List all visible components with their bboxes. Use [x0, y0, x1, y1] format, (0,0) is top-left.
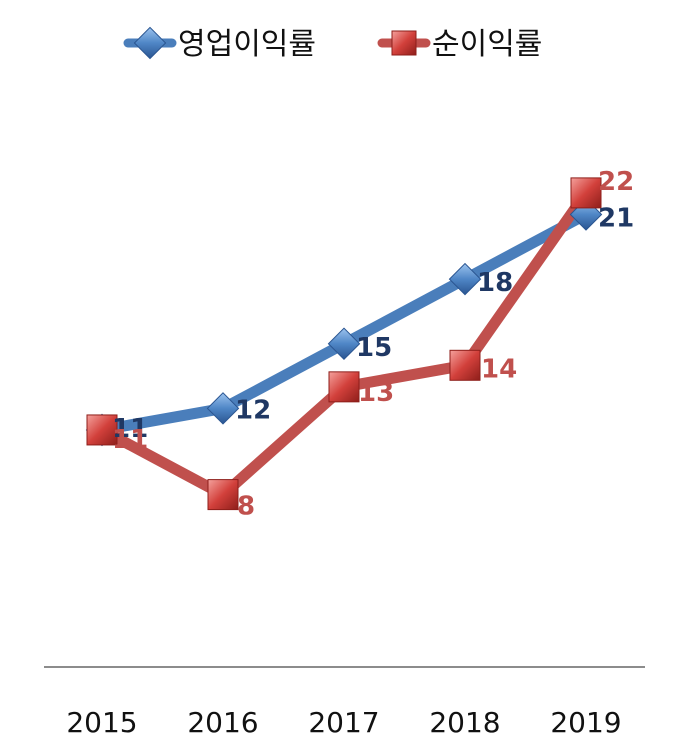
legend-item-operating-margin: 영업이익률: [123, 26, 316, 62]
x-tick-label: 2015: [66, 706, 137, 739]
data-label-net-margin: 13: [358, 378, 394, 408]
marker-net-margin: [207, 479, 239, 511]
data-label-operating-margin: 12: [235, 395, 271, 425]
data-label-operating-margin: 11: [112, 414, 148, 444]
data-label-net-margin: 14: [481, 354, 517, 384]
data-label-net-margin: 8: [237, 492, 255, 522]
x-tick-label: 2018: [429, 706, 500, 739]
legend: 영업이익률 순이익률: [123, 26, 542, 62]
data-label-net-margin: 11: [112, 425, 148, 455]
x-axis-ticks: 2015 2016 2017 2018 2019: [66, 706, 621, 739]
marker-operating-margin: [327, 327, 361, 361]
series-markers: [85, 177, 603, 511]
legend-label-net-margin: 순이익률: [432, 27, 542, 62]
marker-net-margin: [86, 414, 118, 446]
x-tick-label: 2017: [308, 706, 379, 739]
data-label-operating-margin: 21: [598, 203, 634, 233]
x-tick-label: 2016: [187, 706, 258, 739]
legend-item-net-margin: 순이익률: [377, 27, 542, 62]
marker-net-margin: [570, 177, 602, 209]
x-tick-label: 2019: [550, 706, 621, 739]
marker-operating-margin: [448, 262, 482, 296]
marker-net-margin: [449, 349, 481, 381]
data-label-net-margin: 22: [598, 167, 634, 197]
marker-operating-margin: [206, 392, 240, 425]
data-label-operating-margin: 15: [356, 333, 392, 363]
marker-net-margin: [328, 371, 360, 403]
legend-marker-net-margin: [391, 30, 417, 56]
legend-label-operating-margin: 영업이익률: [178, 27, 316, 62]
data-label-operating-margin: 18: [477, 268, 513, 298]
legend-marker-operating-margin: [133, 26, 167, 60]
data-labels: 11 12 15 18 21 11 8 13 14 22: [112, 167, 634, 522]
